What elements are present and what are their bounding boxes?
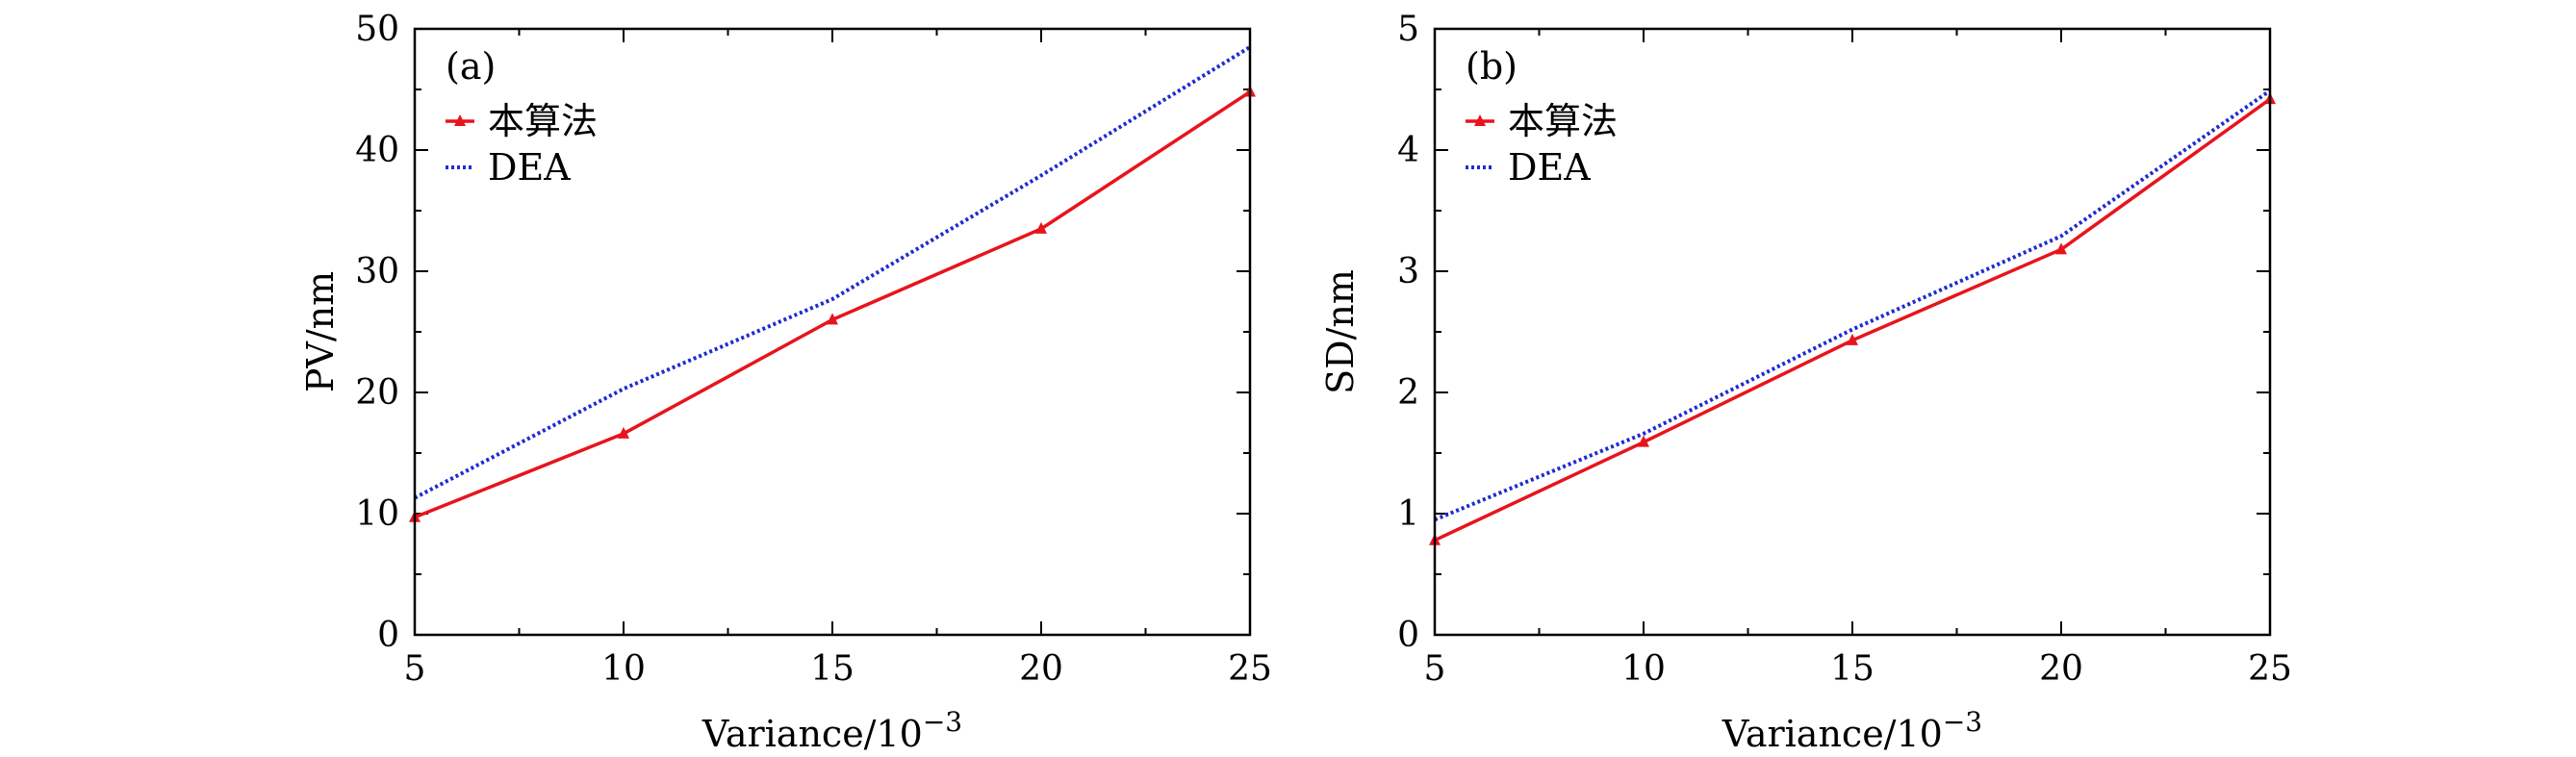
y-tick-label: 4 — [1397, 131, 1419, 170]
y-tick-label: 50 — [355, 10, 399, 49]
x-tick-label: 10 — [601, 649, 646, 689]
plot-frame — [413, 27, 1252, 637]
panel-label: (b) — [1466, 45, 1518, 88]
data-point-marker — [827, 313, 838, 325]
data-point-marker — [1638, 435, 1649, 447]
x-tick-label: 25 — [1228, 649, 1272, 689]
y-tick-label: 1 — [1397, 494, 1419, 534]
y-tick-label: 3 — [1397, 252, 1419, 291]
legend-label: DEA — [1508, 146, 1591, 189]
data-point-marker — [1847, 333, 1858, 345]
y-tick-label: 2 — [1397, 373, 1419, 413]
y-tick-label: 0 — [1397, 616, 1419, 655]
y-tick-label: 40 — [355, 131, 399, 170]
x-tick-label: 5 — [404, 649, 426, 689]
x-tick-label: 25 — [2248, 649, 2292, 689]
x-axis-label: Variance/10−3 — [1722, 706, 1982, 755]
x-axis-label: Variance/10−3 — [701, 706, 962, 755]
legend-label: DEA — [488, 146, 571, 189]
data-point-marker — [2055, 242, 2067, 255]
legend-marker — [454, 114, 466, 126]
legend-label: 本算法 — [488, 100, 598, 142]
x-tick-label: 15 — [810, 649, 854, 689]
x-tick-label: 20 — [2039, 649, 2083, 689]
x-tick-label: 15 — [1830, 649, 1875, 689]
series-line-dea — [414, 45, 1252, 500]
y-tick-label: 20 — [355, 373, 399, 413]
y-axis-label: SD/nm — [1319, 269, 1362, 394]
panel-label: (a) — [446, 45, 496, 88]
data-point-marker — [618, 426, 629, 439]
data-point-marker — [1035, 221, 1047, 234]
y-tick-label: 10 — [355, 494, 399, 534]
y-axis-label: PV/nm — [299, 271, 342, 392]
series-line-dea — [1434, 88, 2272, 522]
plot-frame — [1433, 27, 2272, 637]
legend-label: 本算法 — [1508, 100, 1618, 142]
x-tick-label: 20 — [1019, 649, 1063, 689]
legend-marker — [1474, 114, 1486, 126]
y-tick-label: 30 — [355, 252, 399, 291]
x-tick-label: 5 — [1424, 649, 1446, 689]
y-tick-label: 5 — [1397, 10, 1419, 49]
x-tick-label: 10 — [1621, 649, 1666, 689]
y-tick-label: 0 — [377, 616, 399, 655]
